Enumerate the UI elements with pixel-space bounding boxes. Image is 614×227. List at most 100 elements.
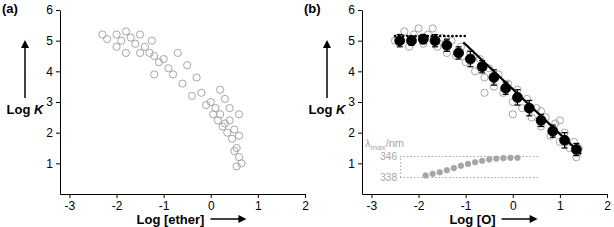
figure: -3-2-1012123456(a)Log KLog [ether]-3-2-1… <box>0 0 614 227</box>
x-axis-arrow <box>502 215 538 223</box>
arrow-shaft <box>326 46 328 98</box>
point <box>442 40 452 50</box>
y-tick: 2 <box>348 126 362 140</box>
y-tick-label: 6 <box>46 3 53 17</box>
error-bar-cap <box>479 72 485 73</box>
inset-y-tick-label: 346 <box>380 151 397 162</box>
y-tick: 3 <box>348 95 362 109</box>
error-bar-cap <box>538 126 544 127</box>
point <box>481 89 488 96</box>
y-tick-mark <box>358 71 362 72</box>
x-tick-label: 1 <box>255 199 262 213</box>
point <box>113 31 120 38</box>
arrow-shaft <box>210 218 240 220</box>
x-tick-mark <box>69 194 70 198</box>
y-tick-mark <box>358 10 362 11</box>
point <box>472 160 478 166</box>
point <box>479 158 485 164</box>
error-bar-cap <box>444 39 450 40</box>
x-tick: 1 <box>255 194 262 213</box>
point <box>235 111 242 118</box>
inset-y-axis-title: λmax/nm <box>365 137 404 152</box>
point <box>444 167 450 173</box>
x-tick-label: -3 <box>65 199 76 213</box>
error-bar-cap <box>397 46 403 47</box>
y-tick-label: 2 <box>46 126 53 140</box>
error-bar-cap <box>526 115 532 116</box>
x-tick-label: -1 <box>461 199 472 213</box>
error-bar-cap <box>491 85 497 86</box>
error-bar-cap <box>550 137 556 138</box>
y-tick-label: 1 <box>46 157 53 171</box>
point <box>221 95 228 102</box>
y-tick-mark <box>56 71 60 72</box>
x-axis-line <box>61 194 306 195</box>
x-tick-label: 0 <box>510 199 517 213</box>
y-tick-mark <box>358 41 362 42</box>
inset-y-tick: 338 <box>380 172 540 183</box>
point <box>235 132 242 139</box>
y-tick-mark <box>56 41 60 42</box>
series <box>463 42 581 154</box>
error-bar-cap <box>573 155 579 156</box>
panel-title: (a) <box>2 1 18 16</box>
y-tick: 1 <box>348 157 362 171</box>
point <box>151 52 158 59</box>
point <box>165 65 172 72</box>
y-tick: 4 <box>348 65 362 79</box>
point <box>193 74 200 81</box>
x-tick-mark <box>419 194 420 198</box>
y-tick-label: 4 <box>46 65 53 79</box>
arrow-shaft <box>502 218 532 220</box>
point <box>231 147 238 154</box>
x-tick-label: 2 <box>302 199 309 213</box>
error-bar-cap <box>456 46 462 47</box>
plot-area <box>391 25 582 161</box>
point <box>136 31 143 38</box>
point <box>509 111 516 118</box>
plot-area <box>99 28 245 170</box>
panel: -3-2-1012123456(a)Log KLog [ether] <box>2 1 309 227</box>
x-axis: -3-2-1012 <box>363 194 612 213</box>
x-tick: -3 <box>65 194 76 213</box>
point <box>437 169 443 175</box>
y-tick-label: 2 <box>348 126 355 140</box>
inset-y-tick-mark <box>400 177 540 178</box>
error-bar-cap <box>503 94 509 95</box>
y-tick: 1 <box>46 157 60 171</box>
point <box>556 117 563 124</box>
point <box>198 89 205 96</box>
x-tick: 0 <box>208 194 215 213</box>
y-tick-label: 1 <box>348 157 355 171</box>
x-tick-label: -3 <box>367 199 378 213</box>
y-axis-arrow <box>323 40 331 98</box>
point <box>99 31 106 38</box>
point <box>515 155 521 161</box>
point <box>486 157 492 163</box>
point <box>160 55 167 62</box>
error-bar-cap <box>432 34 438 35</box>
point <box>179 80 186 87</box>
error-bar-cap <box>562 132 568 133</box>
point <box>415 25 422 32</box>
line <box>395 35 466 38</box>
y-axis: 123456 <box>348 3 362 194</box>
y-tick-label: 5 <box>46 34 53 48</box>
arrow-head <box>323 40 331 48</box>
error-bar-cap <box>573 143 579 144</box>
y-tick-label: 3 <box>348 95 355 109</box>
x-tick: -1 <box>461 194 472 213</box>
point <box>508 155 514 161</box>
series <box>395 36 466 37</box>
y-tick-mark <box>358 133 362 134</box>
error-bar-cap <box>432 46 438 47</box>
point <box>169 71 176 78</box>
x-axis-arrow <box>210 215 246 223</box>
y-tick: 6 <box>46 3 60 17</box>
y-axis-title: Log K <box>309 102 347 117</box>
error-bar-cap <box>526 100 532 101</box>
point <box>454 48 464 58</box>
point <box>127 34 134 41</box>
point <box>501 155 507 161</box>
inset: 338 346λmax/nm <box>365 137 540 183</box>
